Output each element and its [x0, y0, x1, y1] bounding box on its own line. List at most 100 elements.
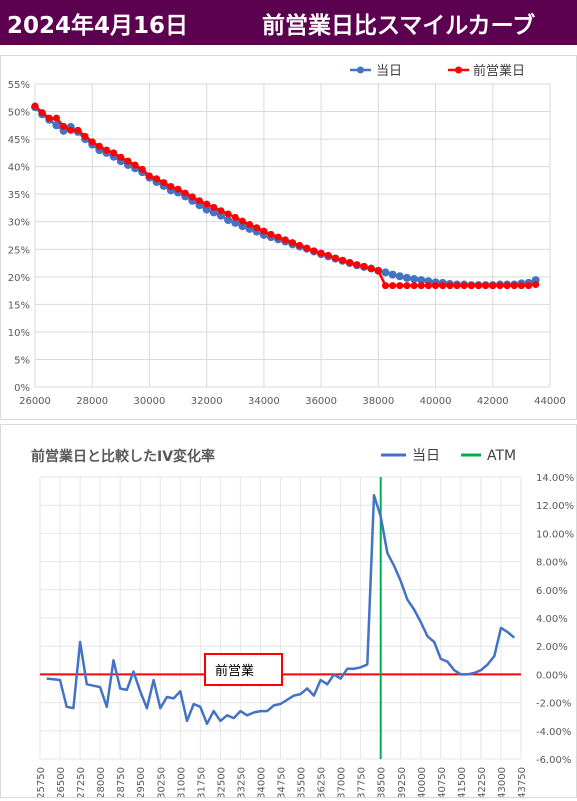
- y-tick-label: 30%: [8, 218, 30, 229]
- x-tick-label: 32000: [191, 396, 223, 407]
- y-tick-label: 55%: [8, 80, 30, 91]
- data-point-prev: [81, 132, 89, 140]
- data-point-today: [395, 272, 404, 281]
- data-point-prev: [439, 282, 447, 290]
- x-tick-label: 44000: [534, 396, 566, 407]
- data-point-prev: [396, 282, 404, 290]
- y-tick-label: 2.00%: [536, 642, 568, 653]
- y-tick-label: 12.00%: [536, 501, 574, 512]
- data-point-prev: [74, 126, 82, 134]
- data-point-prev: [246, 220, 254, 228]
- data-point-prev: [60, 122, 68, 130]
- smile-curve-chart: 0% 5% 10% 15% 20% 25% 30% 35% 40% 45% 50% 55% 26000…: [0, 55, 577, 420]
- y-tick-label: 4.00%: [536, 614, 568, 625]
- x-tick-label: 39250: [397, 767, 408, 797]
- x-tick-label: 35500: [297, 767, 308, 797]
- data-point-prev: [453, 282, 461, 290]
- data-point-prev: [389, 282, 397, 290]
- x-tick-label: 34000: [248, 396, 280, 407]
- x-tick-label: 37750: [357, 767, 368, 797]
- data-point-prev: [260, 227, 268, 235]
- data-point-prev: [153, 175, 161, 183]
- data-point-prev: [267, 230, 275, 238]
- y-tick-label: 5%: [14, 355, 30, 366]
- legend-prev-marker: [455, 66, 462, 74]
- data-point-prev: [281, 236, 289, 244]
- iv-change-chart: 前営業日と比較したIV変化率 -6.00% -4.00% -2.00% 0.00% 2.…: [0, 424, 577, 799]
- legend: 当日 前営業日: [350, 63, 525, 79]
- data-point-prev: [432, 282, 440, 290]
- data-point-prev: [503, 282, 511, 290]
- data-point-prev: [196, 197, 204, 205]
- y-tick-label: 10.00%: [536, 529, 574, 540]
- data-point-prev: [88, 138, 96, 146]
- x-tick-label: 29500: [136, 767, 147, 797]
- x-tick-label: 33250: [236, 767, 247, 797]
- data-point-today: [52, 121, 61, 130]
- data-point-prev: [253, 224, 261, 232]
- data-point-today: [381, 268, 390, 277]
- y-tick-label: 20%: [8, 273, 30, 284]
- data-point-prev: [474, 282, 482, 290]
- data-point-prev: [460, 282, 468, 290]
- data-point-prev: [296, 241, 304, 249]
- data-point-today: [402, 273, 411, 282]
- y-tick-label: -4.00%: [536, 727, 571, 738]
- legend-prev-label: 前営業日: [473, 63, 525, 79]
- x-tick-label: 31750: [196, 767, 207, 797]
- data-point-prev: [38, 109, 46, 117]
- legend-today-marker: [357, 66, 364, 74]
- data-point-prev: [67, 126, 75, 134]
- data-point-today: [388, 270, 397, 279]
- x-tick-label: 42000: [477, 396, 509, 407]
- data-point-today: [231, 218, 240, 227]
- data-point-today: [202, 205, 211, 214]
- data-point-prev: [303, 244, 311, 252]
- y-tick-label: 6.00%: [536, 586, 568, 597]
- y-tick-label: -2.00%: [536, 699, 571, 710]
- x-tick-label: 36000: [305, 396, 337, 407]
- legend: 当日 ATM: [381, 448, 516, 464]
- y-tick-label: 0.00%: [536, 670, 568, 681]
- data-point-prev: [339, 256, 347, 264]
- x-tick-label: 26500: [56, 767, 67, 797]
- data-point-prev: [45, 114, 53, 122]
- data-point-today: [410, 275, 419, 284]
- x-tick-label: 31000: [176, 767, 187, 797]
- data-point-prev: [238, 217, 246, 225]
- y-tick-label: 10%: [8, 328, 30, 339]
- data-point-prev: [410, 282, 418, 290]
- y-tick-label: 45%: [8, 135, 30, 146]
- data-point-today: [216, 211, 225, 220]
- report-date: 2024年4月16日: [7, 13, 189, 39]
- data-point-prev: [138, 165, 146, 173]
- data-point-prev: [224, 210, 232, 218]
- x-tick-label: 32500: [216, 767, 227, 797]
- data-point-prev: [381, 282, 389, 290]
- data-point-prev: [52, 114, 60, 122]
- data-point-prev: [274, 233, 282, 241]
- x-tick-label: 28750: [116, 767, 127, 797]
- data-point-today: [417, 276, 426, 285]
- data-point-prev: [31, 102, 39, 110]
- data-point-prev: [532, 281, 540, 289]
- data-point-prev: [203, 200, 211, 208]
- x-tick-label: 30000: [134, 396, 166, 407]
- data-point-prev: [131, 161, 139, 169]
- series-line-today: [46, 494, 516, 726]
- y-tick-label: 8.00%: [536, 558, 568, 569]
- x-tick-label: 40750: [437, 767, 448, 797]
- data-point-prev: [360, 262, 368, 270]
- smile-curve-svg: 0% 5% 10% 15% 20% 25% 30% 35% 40% 45% 50% 55% 26000…: [8, 63, 566, 407]
- data-point-prev: [103, 146, 111, 154]
- data-point-prev: [317, 249, 325, 257]
- data-point-prev: [417, 282, 425, 290]
- data-point-prev: [510, 282, 518, 290]
- reference-box: 前営業: [204, 653, 283, 686]
- data-point-prev: [517, 282, 525, 290]
- data-point-prev: [210, 203, 218, 211]
- x-tick-label: 30250: [156, 767, 167, 797]
- y-tick-label: 35%: [8, 190, 30, 201]
- y-tick-label: 40%: [8, 163, 30, 174]
- series-line-prev: [34, 105, 536, 287]
